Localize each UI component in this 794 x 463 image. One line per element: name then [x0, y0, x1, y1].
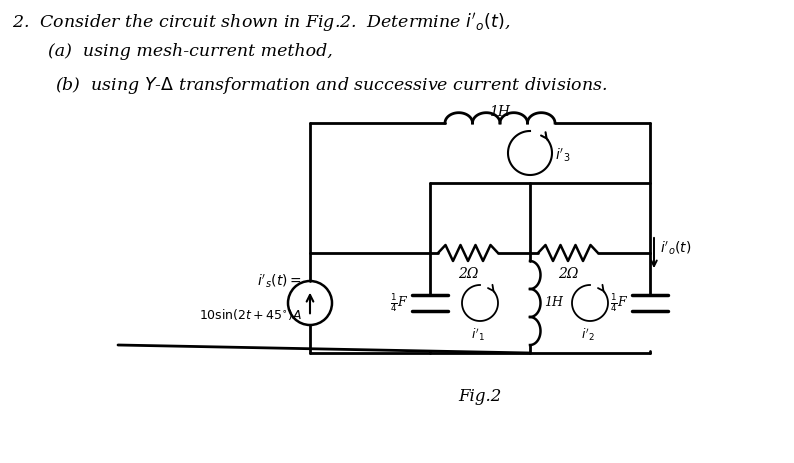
Text: $10\sin(2t+45^{\circ})A$: $10\sin(2t+45^{\circ})A$: [198, 307, 302, 323]
Text: $i'_2$: $i'_2$: [581, 326, 595, 343]
Text: $i'_1$: $i'_1$: [471, 326, 485, 343]
Text: $i'_3$: $i'_3$: [555, 146, 571, 164]
Text: $\frac{1}{4}$F: $\frac{1}{4}$F: [610, 292, 628, 314]
Text: (a)  using mesh-current method,: (a) using mesh-current method,: [48, 43, 333, 60]
Text: (b)  using $Y$-$\Delta$ transformation and successive current divisions.: (b) using $Y$-$\Delta$ transformation an…: [55, 75, 607, 96]
Text: $i'_s(t)=$: $i'_s(t)=$: [257, 272, 302, 290]
Text: 2.  Consider the circuit shown in Fig.2.  Determine $i'_o(t)$,: 2. Consider the circuit shown in Fig.2. …: [12, 11, 511, 34]
Text: 1H: 1H: [544, 296, 563, 309]
Text: 2Ω: 2Ω: [458, 267, 478, 281]
Text: $i'_o(t)$: $i'_o(t)$: [660, 239, 692, 257]
Text: 2Ω: 2Ω: [558, 267, 578, 281]
Text: 1H: 1H: [489, 105, 511, 119]
Text: Fig.2: Fig.2: [458, 388, 502, 405]
Text: $\frac{1}{4}$F: $\frac{1}{4}$F: [390, 292, 408, 314]
